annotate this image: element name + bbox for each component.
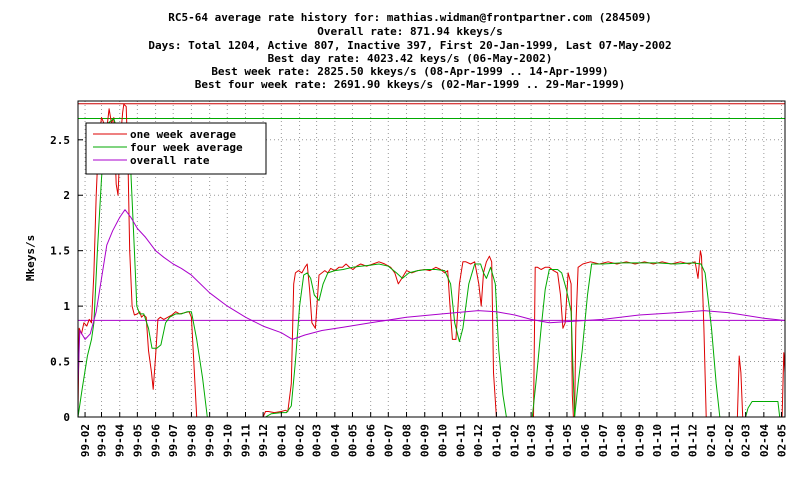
x-tick-label: 01-05 xyxy=(561,424,574,457)
x-tick-label: 02-03 xyxy=(740,424,753,457)
x-tick-label: 01-04 xyxy=(543,424,556,457)
x-tick-label: 02-02 xyxy=(723,424,736,457)
x-tick-label: 01-01 xyxy=(490,424,503,457)
x-tick-label: 00-05 xyxy=(346,424,359,457)
title-line-5: Best week rate: 2825.50 kkeys/s (08-Apr-… xyxy=(211,65,608,78)
x-tick-label: 01-09 xyxy=(633,424,646,457)
y-tick-label: 1 xyxy=(63,300,70,313)
x-tick-label: 01-08 xyxy=(615,424,628,457)
x-tick-label: 00-11 xyxy=(455,424,468,457)
series-line-0 xyxy=(77,103,786,418)
x-tick-label: 99-05 xyxy=(131,424,144,457)
x-tick-label: 99-09 xyxy=(204,424,217,457)
title-line-3: Days: Total 1204, Active 807, Inactive 3… xyxy=(148,39,671,52)
x-tick-label: 02-04 xyxy=(758,424,771,457)
x-tick-label: 99-04 xyxy=(114,424,127,457)
x-tick-label: 01-11 xyxy=(669,424,682,457)
x-tick-label: 01-12 xyxy=(687,424,700,457)
x-tick-label: 01-02 xyxy=(509,424,522,457)
x-tick-label: 00-09 xyxy=(419,424,432,457)
x-axis-ticks: 99-02 99-03 99-04 99-05 99-06 99-07 99-08 99-09… xyxy=(79,412,788,457)
x-tick-label: 01-07 xyxy=(597,424,610,457)
x-tick-label: 00-12 xyxy=(472,424,485,457)
x-tick-label: 02-01 xyxy=(705,424,718,457)
x-tick-label: 99-10 xyxy=(221,424,234,457)
x-tick-label: 99-03 xyxy=(96,424,109,457)
x-tick-label: 00-07 xyxy=(382,424,395,457)
x-tick-label: 01-03 xyxy=(525,424,538,457)
y-axis-label: Mkeys/s xyxy=(24,235,37,281)
y-tick-label: 2 xyxy=(63,189,70,202)
chart-title-block: RC5-64 average rate history for: mathias… xyxy=(148,11,671,91)
legend-box xyxy=(85,122,267,175)
x-tick-label: 00-02 xyxy=(294,424,307,457)
legend-label-overall: overall rate xyxy=(130,154,210,167)
legend: one week average four week average overa… xyxy=(85,122,267,175)
plot-frame xyxy=(77,100,786,418)
legend-label-four-week: four week average xyxy=(130,141,243,154)
y-tick-label: 2.5 xyxy=(50,134,70,147)
x-tick-label: 99-11 xyxy=(239,424,252,457)
x-tick-label: 01-10 xyxy=(651,424,664,457)
title-line-2: Overall rate: 871.94 kkeys/s xyxy=(317,25,502,38)
y-axis-ticks: 0 0.5 1 1.5 2 2.5 xyxy=(50,134,83,424)
x-tick-label: 01-06 xyxy=(579,424,592,457)
x-tick-label: 99-02 xyxy=(79,424,92,457)
title-line-6: Best four week rate: 2691.90 kkeys/s (02… xyxy=(195,78,625,91)
x-tick-label: 99-06 xyxy=(150,424,163,457)
legend-label-one-week: one week average xyxy=(130,128,236,141)
series-line-2 xyxy=(77,209,786,384)
x-tick-label: 00-01 xyxy=(275,424,288,457)
x-tick-label: 99-12 xyxy=(257,424,270,457)
x-tick-label: 00-08 xyxy=(401,424,414,457)
x-tick-label: 00-03 xyxy=(311,424,324,457)
x-tick-label: 99-07 xyxy=(167,424,180,457)
series-line-1 xyxy=(77,118,785,418)
series-lines xyxy=(77,103,786,418)
y-tick-label: 0 xyxy=(63,411,70,424)
x-tick-label: 02-05 xyxy=(775,424,788,457)
y-tick-label: 1.5 xyxy=(50,245,70,258)
x-tick-label: 00-04 xyxy=(329,424,342,457)
title-line-1: RC5-64 average rate history for: mathias… xyxy=(168,11,651,24)
y-tick-label: 0.5 xyxy=(50,356,70,369)
reference-lines xyxy=(78,103,785,321)
x-tick-label: 00-10 xyxy=(436,424,449,457)
title-line-4: Best day rate: 4023.42 keys/s (06-May-20… xyxy=(268,52,553,65)
x-tick-label: 99-08 xyxy=(185,424,198,457)
x-tick-label: 00-06 xyxy=(365,424,378,457)
